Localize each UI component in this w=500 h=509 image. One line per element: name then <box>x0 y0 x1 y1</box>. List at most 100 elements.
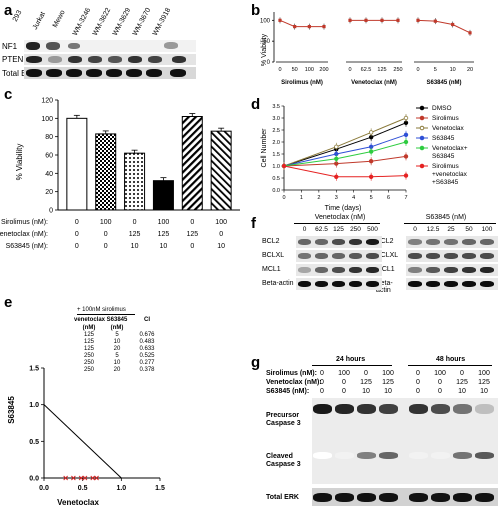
y-tick-label: 0.5 <box>272 176 280 182</box>
row-label-total-erk: Total ERK <box>2 69 38 78</box>
data-point <box>368 130 374 135</box>
row-value: 0 <box>104 231 108 238</box>
band <box>332 239 345 245</box>
data-point <box>71 475 76 481</box>
x-tick-label: 0 <box>282 195 285 201</box>
row-value: 0 <box>460 370 464 377</box>
bar <box>124 152 146 211</box>
band <box>335 493 354 502</box>
row-label: BCL2 <box>262 238 280 245</box>
band <box>480 267 494 273</box>
lane-label: WM-3629 <box>111 6 133 37</box>
x-tick-label: 0.5 <box>78 485 88 492</box>
row-value: 0 <box>320 379 324 386</box>
x-axis-label: Sirolimus (nM) <box>281 80 323 86</box>
x-axis-label: Time (days) <box>325 205 362 212</box>
row-value: 0 <box>320 388 324 395</box>
band <box>409 493 428 502</box>
data-point <box>334 174 339 179</box>
table-cell: 20 <box>113 346 121 352</box>
bar <box>95 133 117 211</box>
band <box>379 493 398 502</box>
lane-label: 500 <box>367 226 378 233</box>
blot-pten <box>24 54 196 65</box>
lane-label: 100 <box>481 226 493 233</box>
legend-marker <box>419 163 425 169</box>
y-tick-label: 0.0 <box>272 188 280 194</box>
col-header: venetoclax (nM) <box>74 317 106 331</box>
time-label-24h: 24 hours <box>336 356 366 363</box>
row-value: 0 <box>75 219 79 226</box>
x-axis-label: Venetoclax <box>57 498 99 507</box>
y-tick-label: 0 <box>49 208 53 215</box>
row-value: 0 <box>75 243 79 250</box>
row-value: 0 <box>75 231 79 238</box>
x-tick-label: 100 <box>305 67 314 73</box>
data-point <box>63 475 69 481</box>
bar <box>66 117 88 211</box>
band <box>453 493 472 502</box>
x-tick-label: 125 <box>377 67 386 73</box>
blot-row <box>296 250 382 262</box>
y-tick-label: 3.0 <box>272 116 280 122</box>
table-cell: 250 <box>83 353 94 359</box>
row-label-pten: PTEN <box>2 55 24 64</box>
data-point <box>90 475 96 481</box>
band <box>444 239 458 245</box>
legend-entry: Sirolimus <box>432 115 459 122</box>
lane-label: Mewo <box>51 9 67 30</box>
band <box>475 452 494 459</box>
panel-letter-d: d <box>251 96 261 113</box>
row-value: 0 <box>190 219 194 226</box>
band <box>462 281 476 287</box>
x-tick-label: 5 <box>434 67 437 73</box>
y-tick-label: 1.0 <box>29 402 39 409</box>
lane-label: 50 <box>465 226 473 233</box>
data-point <box>468 31 472 35</box>
band <box>332 281 345 287</box>
row-value: 10 <box>384 388 392 395</box>
y-tick-label: 100 <box>260 18 271 24</box>
y-axis-label: % Viability <box>261 33 268 66</box>
table-cell: 0.633 <box>139 346 155 352</box>
y-tick-label: 2.5 <box>272 128 280 134</box>
data-point <box>94 475 99 481</box>
data-point <box>334 144 339 149</box>
panel-letter-f: f <box>251 215 256 232</box>
y-tick-label: 1.0 <box>272 164 280 170</box>
data-point <box>380 18 384 22</box>
band <box>444 267 458 273</box>
y-tick-label: 20 <box>45 189 53 196</box>
data-point <box>364 18 368 22</box>
x-tick-label: 7 <box>404 195 407 201</box>
data-point <box>433 19 437 23</box>
band <box>313 404 332 414</box>
lane-label: 25 <box>447 226 455 233</box>
lane-label: WM-3246 <box>71 6 93 37</box>
row-value: 10 <box>217 243 225 250</box>
col-header: CI <box>144 317 150 323</box>
band <box>409 452 428 459</box>
blot-label-total-erk: Total ERK <box>266 494 299 501</box>
row-value: 10 <box>480 388 488 395</box>
table-cell: 0.483 <box>139 339 155 345</box>
band <box>349 281 362 287</box>
data-point <box>368 174 374 179</box>
band <box>298 253 311 259</box>
band <box>357 452 376 459</box>
row-value: 100 <box>478 370 490 377</box>
row-value: 125 <box>129 231 141 238</box>
data-point <box>403 154 409 159</box>
x-axis-label: S63845 (nM) <box>426 80 461 86</box>
row-value: 0 <box>190 243 194 250</box>
band <box>431 404 450 414</box>
panel-letter-b: b <box>251 2 261 19</box>
x-tick-label: 2 <box>317 195 320 201</box>
legend-entry: +S63845 <box>432 179 459 186</box>
x-tick-label: 62.5 <box>361 67 372 73</box>
lane-label: 125 <box>333 226 344 233</box>
band <box>366 281 379 287</box>
row-value: 125 <box>478 379 490 386</box>
